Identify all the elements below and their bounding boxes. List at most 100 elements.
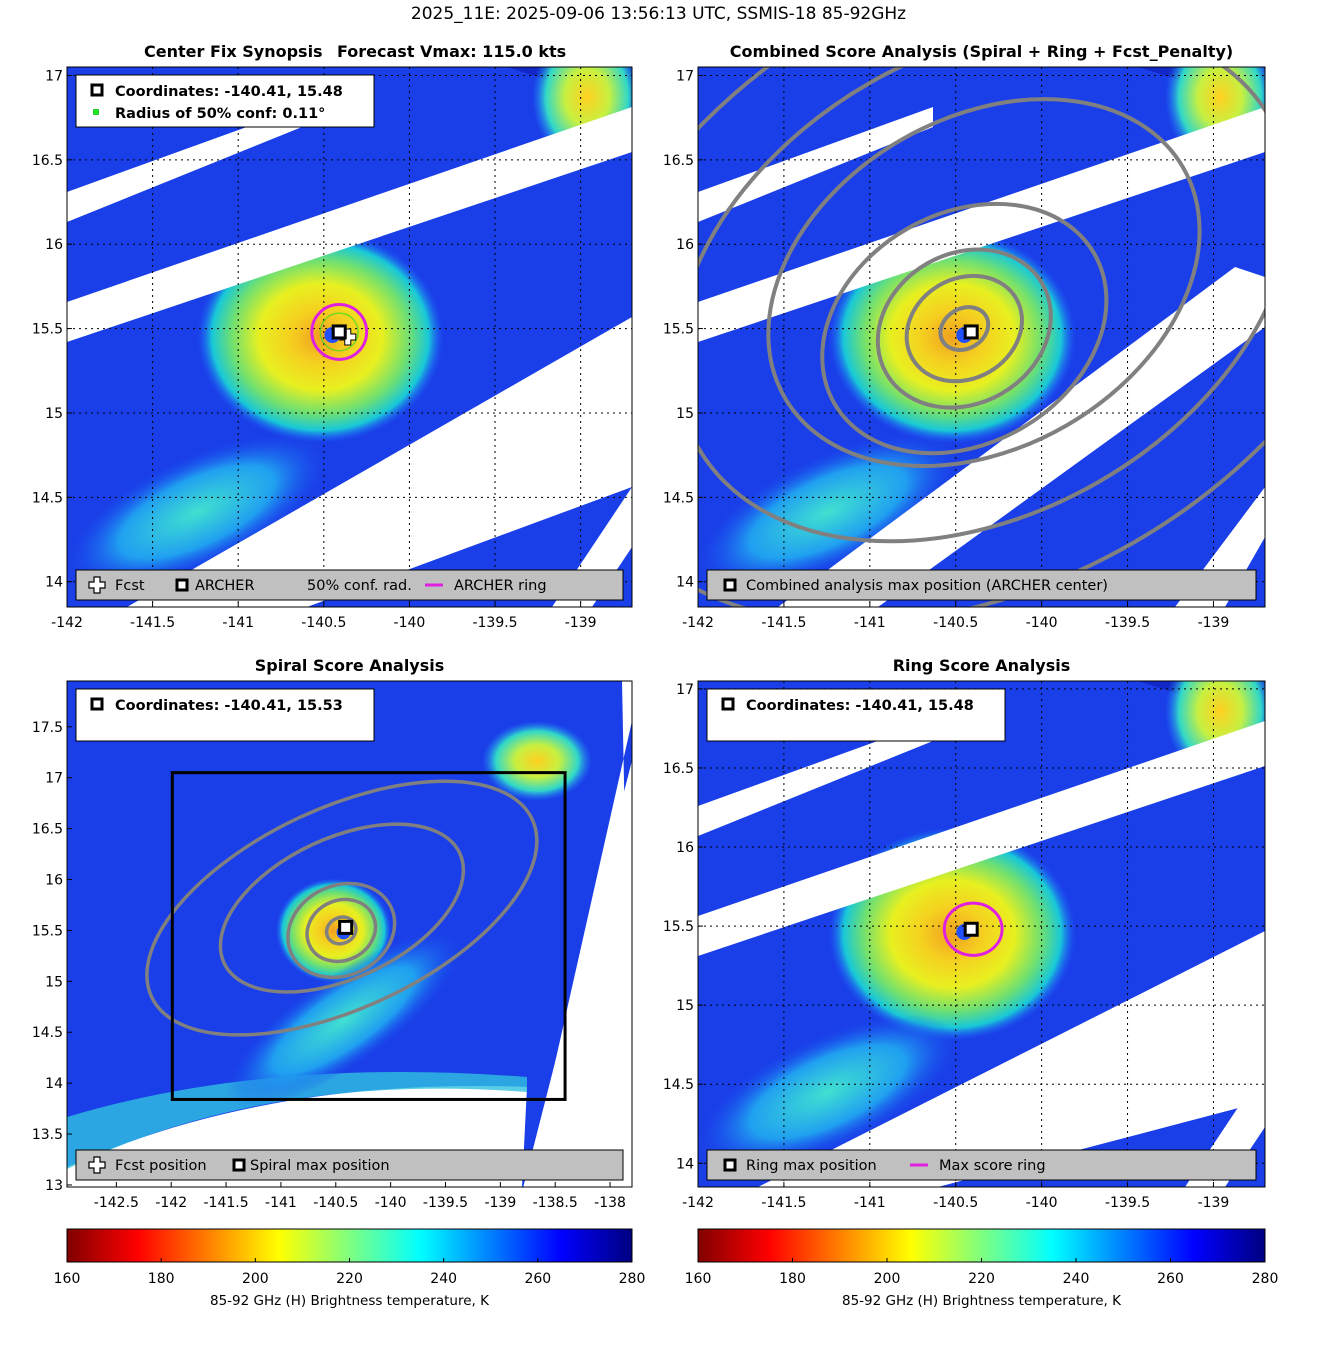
info-box [706,688,1006,742]
score-contour [938,305,991,352]
x-tick-label: -139.5 [423,1195,468,1211]
no-data-stripe [698,107,1265,342]
no-data-stripe [698,107,933,222]
y-tick-label: 15.5 [663,322,694,338]
spiral-contour [305,897,378,964]
x-tick-label: -139 [1198,1195,1230,1211]
search-box [170,771,567,1101]
score-contour [698,67,1265,607]
max-score-ring [942,901,1004,957]
y-tick-label: 15.5 [32,322,63,338]
legend-label: Fcst [115,578,145,594]
spiral-contour [218,822,466,994]
no-data-stripe [127,317,632,607]
info-line: Radius of 50% conf: 0.11° [115,106,325,122]
y-tick-label: 14 [45,575,63,591]
y-tick-label: 14.5 [32,1025,63,1041]
legend-archer-icon [175,578,189,592]
archer-center-marker [331,324,347,340]
x-tick-label: -140.5 [933,615,978,631]
storm-convection [828,230,1076,444]
y-tick-label: 14 [676,1156,694,1172]
x-tick-label: -141.5 [204,1195,249,1211]
y-tick-label: 15 [676,998,694,1014]
y-tick-label: 13.5 [32,1127,63,1143]
no-data-stripe [698,721,1265,956]
y-tick-label: 17 [676,682,694,698]
colorbar-tick-label: 260 [1157,1271,1184,1287]
y-tick-label: 16.5 [32,153,63,169]
y-tick-label: 14.5 [663,490,694,506]
legend-label: 50% conf. rad. [307,578,412,594]
legend-label: ARCHER ring [454,578,547,594]
legend-label: Combined analysis max position (ARCHER c… [746,578,1108,594]
colorbar-label: 85-92 GHz (H) Brightness temperature, K [842,1293,1122,1309]
panel-title: Spiral Score Analysis [255,656,445,675]
y-tick-label: 16.5 [663,153,694,169]
colorbar-tick-label: 160 [685,1271,712,1287]
no-data-region [523,760,632,1187]
x-tick-label: -142.5 [94,1195,139,1211]
legend-archer-icon [723,578,737,592]
x-tick-label: -141.5 [130,615,175,631]
x-tick-label: -140.5 [301,615,346,631]
legend-box [75,569,624,601]
no-data-stripe [67,107,632,342]
colorbar-1: 160 180 200 220 240 260 280 85-92 GHz (H) Brigh… [54,1228,645,1309]
legend-fcst-icon [88,576,106,594]
no-data-stripe [758,931,1265,1187]
x-tick-label: -139 [1198,615,1230,631]
panel-1: -142 -141.5 -141 -140.5 -140 -139.5 -139 14 14.5… [32,42,633,631]
y-tick-label: 15 [676,406,694,422]
no-data-stripe [67,107,302,222]
score-contour [875,247,1053,410]
legend-box [706,569,1257,601]
y-tick-label: 16 [676,237,694,253]
x-tick-label: -140 [375,1195,407,1211]
legend-label: Ring max position [746,1158,877,1174]
x-tick-label: -142 [682,615,714,631]
info-box [75,688,375,742]
y-tick-label: 14 [45,1076,63,1092]
y-tick-label: 14.5 [32,490,63,506]
x-tick-label: -140 [1026,1195,1058,1211]
y-tick-label: 17.5 [32,720,63,736]
colorbar-tick-label: 280 [1252,1271,1279,1287]
score-contour [766,97,1202,469]
x-tick-label: -141.5 [761,615,806,631]
conf-radius [319,312,359,352]
x-tick-label: -142 [51,615,83,631]
score-contour [820,201,1109,456]
spiral-contour [324,915,358,946]
x-tick-label: -140.5 [933,1195,978,1211]
legend-label: Fcst position [115,1158,207,1174]
x-tick-label: -138.5 [533,1195,578,1211]
legend-fcst-icon [88,1156,106,1174]
legend-box [706,1149,1257,1181]
colorbar-gradient [697,1228,1266,1263]
colorbar-tick-label: 220 [968,1271,995,1287]
info-line: Coordinates: -140.41, 15.48 [115,84,343,100]
brightness-field [698,67,1265,607]
y-tick-label: 15 [45,406,63,422]
colorbar-tick-label: 240 [1063,1271,1090,1287]
panel-3: -142.5 -142 -141.5 -141 -140.5 -140 -139.5 -139… [32,656,633,1211]
spiral-center-marker [338,919,354,935]
info-box [75,74,375,128]
y-tick-label: 14 [676,575,694,591]
axes-frame [697,680,1266,1188]
score-contour [904,273,1024,384]
legend-label: Max score ring [939,1158,1046,1174]
y-tick-label: 15.5 [663,919,694,935]
archer-center-marker [963,324,979,340]
colorbar-tick-label: 180 [779,1271,806,1287]
x-tick-label: -141.5 [761,1195,806,1211]
axes-frame [66,66,633,608]
info-marker-icon [90,83,104,97]
no-data-stripe [698,721,933,836]
x-tick-label: -141 [222,615,254,631]
x-tick-label: -140 [1026,615,1058,631]
x-tick-label: -139 [565,615,597,631]
x-tick-label: -141 [854,615,886,631]
